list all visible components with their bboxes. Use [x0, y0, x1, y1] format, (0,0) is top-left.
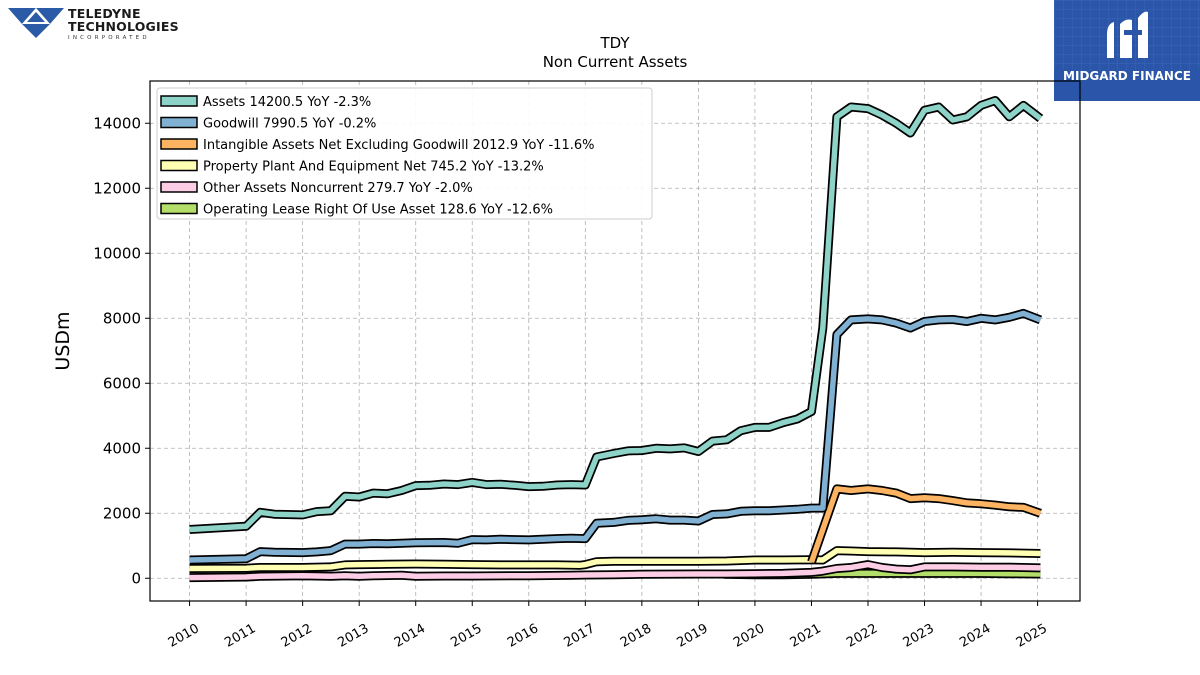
logo-line-3: INCORPORATED: [68, 35, 150, 41]
y-tick-label: 14000: [93, 114, 141, 132]
x-tick-label: 2015: [448, 621, 484, 651]
series-line-goodwill: [189, 310, 1042, 563]
legend-swatch: [160, 159, 198, 172]
plot-frame: [149, 80, 1081, 602]
series-line-property-plant-and-equipment-net: [189, 547, 1041, 572]
x-tick-label: 2010: [166, 621, 202, 651]
teledyne-emblem-icon: [8, 8, 64, 38]
y-tick-label: 0: [131, 569, 141, 587]
x-tick-label: 2024: [957, 621, 993, 651]
chart-title: TDY: [599, 34, 630, 52]
series-lines: [189, 96, 1044, 583]
x-tick-label: 2013: [335, 621, 371, 651]
x-tick-label: 2022: [844, 621, 880, 651]
y-tick-label: 4000: [103, 439, 141, 457]
x-tick-label: 2017: [561, 621, 597, 651]
series-line-assets: [189, 97, 1043, 533]
y-tick-label: 6000: [103, 374, 141, 392]
logo-line-1: TELEDYNE: [68, 6, 141, 21]
legend-entry: Operating Lease Right Of Use Asset 128.6…: [203, 203, 553, 218]
legend-entry: Intangible Assets Net Excluding Goodwill…: [203, 138, 594, 153]
y-tick-label: 12000: [93, 179, 141, 197]
y-tick-label: 8000: [103, 309, 141, 327]
x-tick-label: 2014: [392, 621, 428, 651]
teledyne-logo: TELEDYNE TECHNOLOGIES INCORPORATED: [6, 4, 186, 46]
x-tick-label: 2011: [222, 621, 258, 651]
legend-swatch: [160, 116, 198, 129]
x-tick-label: 2023: [901, 621, 937, 651]
series-line-other-assets-noncurrent: [189, 561, 1041, 581]
y-tick-label: 10000: [93, 244, 141, 262]
legend: Assets 14200.5 YoY -2.3% Goodwill 7990.5 …: [156, 87, 653, 220]
y-axis-label: USDm: [52, 311, 74, 370]
midgard-emblem-icon: [1054, 0, 1200, 70]
chart-subtitle: Non Current Assets: [543, 53, 688, 71]
x-tick-label: 2021: [788, 621, 824, 651]
legend-swatch: [160, 138, 198, 150]
x-tick-label: 2012: [279, 621, 315, 651]
x-tick-label: 2016: [505, 621, 541, 651]
legend-swatch: [160, 181, 198, 193]
teledyne-wordmark: TELEDYNE TECHNOLOGIES: [68, 7, 179, 33]
brand-name: MIDGARD FINANCE: [1063, 69, 1191, 83]
y-axis-ticks: 0 2000 4000 6000 8000 10000 12000 14000: [93, 114, 150, 587]
legend-entry: Property Plant And Equipment Net 745.2 Y…: [203, 160, 544, 175]
logo-line-2: TECHNOLOGIES: [68, 19, 179, 34]
x-tick-label: 2018: [618, 621, 654, 651]
midgard-finance-logo: MIDGARD FINANCE: [1054, 0, 1200, 101]
legend-entry: Assets 14200.5 YoY -2.3%: [203, 95, 371, 110]
x-axis-ticks: 2010 2011 2012 2013 2014 2015 2016 2017 2018 2019…: [166, 601, 1050, 651]
series-line-intangible-assets-net-excluding-goodwill: [808, 486, 1042, 563]
y-tick-label: 2000: [103, 504, 141, 522]
legend-entry: Goodwill 7990.5 YoY -0.2%: [203, 117, 376, 132]
x-tick-label: 2019: [675, 621, 711, 651]
legend-frame: [156, 87, 653, 220]
legend-swatch: [160, 95, 198, 107]
legend-entry: Other Assets Noncurrent 279.7 YoY -2.0%: [203, 181, 473, 196]
legend-swatch: [160, 202, 198, 215]
x-tick-label: 2020: [731, 621, 767, 651]
x-tick-label: 2025: [1014, 621, 1050, 651]
